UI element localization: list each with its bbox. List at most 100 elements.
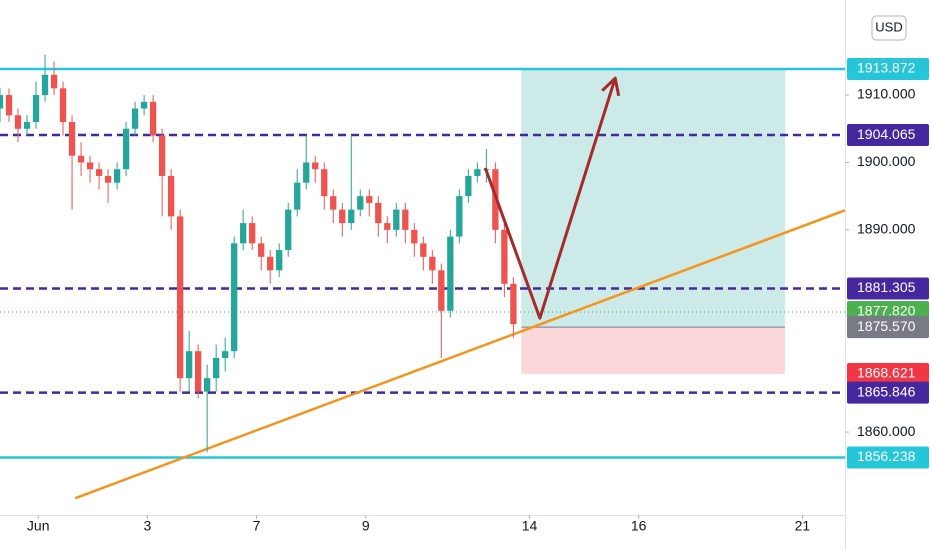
candle-body [32,95,40,123]
candle [158,128,166,217]
candle-body [447,236,454,311]
candle [0,88,4,123]
price-label-box [847,362,929,385]
projection-path [483,77,617,320]
candle [339,202,346,237]
candle [213,344,220,392]
arrow-head [601,76,621,97]
candle [176,209,184,392]
candle [23,115,31,136]
y-tick-label: 1860.000 [857,423,916,439]
y-tick-label: 1900.000 [857,153,916,169]
profit-zone [521,68,785,328]
price-label: 1875.570 [857,318,916,334]
candle-body [77,155,85,163]
candle-body [276,250,283,271]
candle [41,54,49,102]
x-tick-label: 16 [631,518,647,534]
candle-body [14,115,22,129]
x-tick-label: 7 [253,518,261,534]
candle-body [50,74,58,89]
candle [420,236,427,271]
candle [86,155,94,183]
candle-body [158,135,166,176]
candle-body [104,175,112,183]
candle [32,81,40,129]
x-tick-label: 3 [143,518,151,534]
candle [77,142,85,176]
candle-body [348,209,355,224]
candle-body [23,122,31,129]
candle [231,236,238,358]
candle-body [285,209,292,251]
y-tick-label: 1890.000 [857,221,916,237]
candle [267,250,274,284]
candle [330,189,337,224]
candle-body [267,256,274,271]
candle-body [5,95,13,116]
candle-body [231,243,238,352]
candle-body [149,101,157,136]
candle-body [357,196,364,210]
candle [68,115,76,210]
candle [402,202,409,244]
price-label: 1865.846 [857,383,916,399]
candle-body [95,169,103,176]
candle-body [339,209,346,224]
price-label: 1904.065 [857,126,916,142]
candle [285,202,292,257]
candle [204,364,211,453]
candle [393,202,400,237]
candle [50,61,58,96]
candle [474,162,481,183]
candle-body [393,209,400,230]
candle-body [402,209,409,230]
candle [194,344,202,399]
candle [312,155,319,183]
candle-body [420,243,427,257]
candle [95,162,103,190]
candle [294,169,301,217]
candle [222,337,229,372]
candle-body [131,108,139,129]
candle-body [375,202,382,224]
candle [384,216,391,244]
price-label: 1877.820 [857,303,916,319]
candle-body [185,351,193,379]
candle-body [303,162,310,183]
candle-body [0,95,4,109]
x-tick-label: 21 [795,518,811,534]
candle-body [213,357,220,379]
candle [501,223,508,298]
candle [303,135,310,190]
candle-body [167,175,175,217]
price-label-box [847,446,929,469]
candle [149,95,157,143]
price-label-box [847,57,929,80]
candle [258,236,265,271]
candle-body [41,74,49,96]
candle [59,81,67,136]
price-label: 1868.621 [857,365,916,381]
candle [140,95,148,116]
candle [5,88,13,123]
candle [348,135,355,230]
candle-body [366,196,373,203]
candle-body [501,229,508,284]
candle [167,169,175,230]
candle [113,162,121,190]
candle-body [384,223,391,230]
candle [249,216,256,251]
loss-zone [521,327,785,374]
candle-body [194,351,202,392]
candle-body [68,122,76,156]
candle-body [204,378,211,392]
candle [276,243,283,278]
candle [456,189,463,244]
price-label-box [847,316,929,339]
candle-body [240,223,247,244]
candle [122,122,130,176]
candle-body [474,169,481,176]
candle-body [249,223,256,244]
